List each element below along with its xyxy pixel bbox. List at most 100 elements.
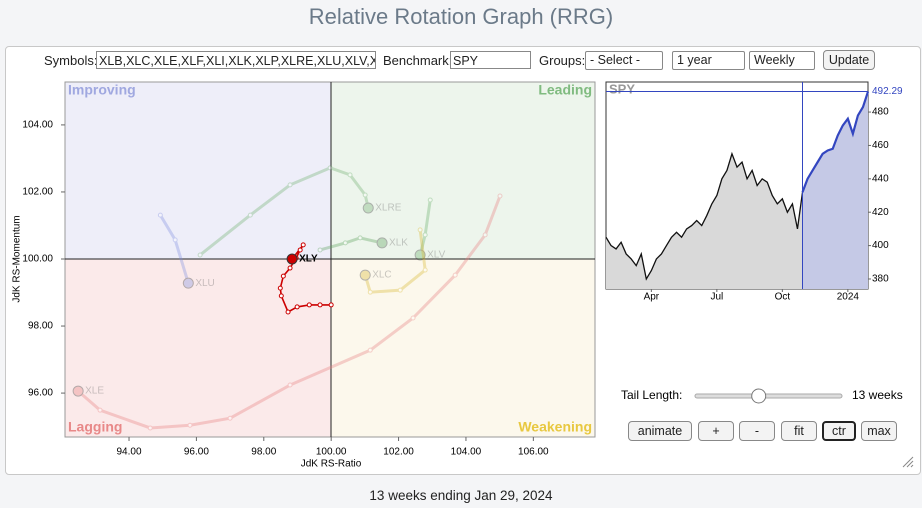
tail-point bbox=[367, 289, 373, 295]
x-tick-label: 96.00 bbox=[184, 447, 209, 458]
last-price-label: 492.29 bbox=[872, 86, 903, 97]
benchmark-input[interactable]: SPY bbox=[450, 51, 531, 69]
tail-label: Tail Length: bbox=[621, 388, 682, 402]
y-tick-label: 420 bbox=[872, 207, 889, 218]
x-tick-label: Oct bbox=[775, 292, 791, 303]
tail-point bbox=[297, 247, 303, 253]
update-button[interactable]: Update bbox=[823, 50, 875, 70]
tail-head bbox=[286, 253, 298, 265]
tail: XLY bbox=[277, 242, 334, 315]
groups-select[interactable]: - Select - bbox=[585, 51, 663, 70]
x-tick-label: 94.00 bbox=[117, 447, 142, 458]
tail-name: XLV bbox=[427, 250, 445, 261]
tail-point bbox=[197, 252, 203, 258]
tail: XLC bbox=[359, 227, 428, 295]
x-tick-label: 106.00 bbox=[518, 447, 549, 458]
tail-point bbox=[347, 172, 353, 178]
period-select[interactable]: 1 year bbox=[672, 51, 745, 70]
tail-head bbox=[182, 277, 194, 289]
quadrant-leading bbox=[331, 82, 595, 259]
area-tail bbox=[802, 91, 868, 289]
footer: 13 weeks ending Jan 29, 2024 bbox=[369, 488, 553, 503]
slider-thumb[interactable] bbox=[751, 388, 767, 404]
x-tick-label: 104.00 bbox=[451, 447, 482, 458]
y-axis-label: JdK RS-Momentum bbox=[12, 215, 23, 302]
tail-point bbox=[300, 242, 306, 248]
tail-point bbox=[342, 240, 348, 246]
tail-name: XLY bbox=[299, 254, 318, 265]
x-tick-label: 2024 bbox=[837, 292, 860, 303]
tail: XLRE bbox=[197, 165, 402, 258]
tool-button[interactable]: animate bbox=[628, 421, 692, 441]
x-tick-label: Jul bbox=[710, 292, 723, 303]
tail-line bbox=[363, 229, 427, 294]
tool-button[interactable]: ctr bbox=[822, 421, 856, 441]
tail-point bbox=[294, 304, 300, 310]
spy-title: SPY bbox=[609, 81, 635, 96]
tail-point bbox=[157, 212, 163, 218]
tail-head bbox=[362, 202, 374, 214]
tail-point bbox=[317, 302, 323, 308]
tail-point bbox=[227, 415, 233, 421]
price-line bbox=[605, 151, 804, 281]
tail-point bbox=[147, 425, 153, 431]
tail-line bbox=[77, 195, 502, 430]
tail-head bbox=[72, 385, 84, 397]
tail-point bbox=[247, 212, 253, 218]
tail-point bbox=[452, 272, 458, 278]
y-tick-label: 100.00 bbox=[22, 254, 53, 265]
tool-button[interactable]: + bbox=[698, 421, 734, 441]
tail-name: XLC bbox=[372, 270, 391, 281]
quadrant-label: Weakening bbox=[518, 419, 592, 435]
quadrant-label: Improving bbox=[68, 82, 136, 98]
tail-point bbox=[482, 232, 488, 238]
tail-line bbox=[319, 236, 383, 252]
slider-track bbox=[694, 393, 843, 399]
tail-line bbox=[159, 214, 190, 284]
benchmark-label: Benchmark: bbox=[383, 53, 453, 68]
symbols-input[interactable]: XLB,XLC,XLE,XLF,XLI,XLK,XLP,XLRE,XLU,XLV… bbox=[96, 51, 376, 69]
tail-name: XLE bbox=[85, 386, 104, 397]
x-tick-label: Apr bbox=[644, 292, 660, 303]
tail-name: XLK bbox=[389, 238, 408, 249]
quadrant-improving bbox=[65, 82, 331, 259]
tail-point bbox=[172, 237, 178, 243]
y-tick-label: 98.00 bbox=[28, 321, 53, 332]
tail-head bbox=[359, 269, 371, 281]
tail-point bbox=[497, 193, 503, 199]
tail-line bbox=[199, 166, 370, 257]
tail-line bbox=[418, 199, 432, 256]
tail-point bbox=[362, 192, 368, 198]
quadrant-weakening bbox=[331, 259, 595, 437]
tail: XLV bbox=[414, 197, 446, 261]
tail: XLK bbox=[317, 235, 408, 253]
tool-button[interactable]: max bbox=[861, 421, 897, 441]
frequency-select[interactable]: Weekly bbox=[749, 51, 815, 70]
charts: Improving Leading Lagging Weakening JdK … bbox=[12, 81, 914, 470]
tail-point bbox=[422, 232, 428, 238]
y-tick-label: 380 bbox=[872, 274, 889, 285]
x-tick-label: 100.00 bbox=[316, 447, 347, 458]
quadrant-label: Leading bbox=[538, 82, 592, 98]
tail-point bbox=[422, 267, 428, 273]
quadrant-lagging bbox=[65, 259, 331, 437]
tail-point bbox=[287, 182, 293, 188]
tool-button[interactable]: fit bbox=[781, 421, 817, 441]
y-tick-label: 440 bbox=[872, 173, 889, 184]
tail-point bbox=[277, 285, 283, 291]
tail-point bbox=[97, 407, 103, 413]
tail-point bbox=[285, 309, 291, 315]
y-tick-label: 400 bbox=[872, 240, 889, 251]
tail-text: 13 weeks bbox=[852, 388, 903, 402]
tool-button[interactable]: - bbox=[739, 421, 775, 441]
tail: XLU bbox=[157, 212, 215, 289]
y-tick-label: 480 bbox=[872, 107, 889, 118]
tail-point bbox=[306, 302, 312, 308]
y-tick-label: 102.00 bbox=[22, 187, 53, 198]
tail-point bbox=[367, 347, 373, 353]
tail-point bbox=[327, 165, 333, 171]
tail-point bbox=[357, 235, 363, 241]
tail-point bbox=[328, 302, 334, 308]
tail-point bbox=[427, 197, 433, 203]
